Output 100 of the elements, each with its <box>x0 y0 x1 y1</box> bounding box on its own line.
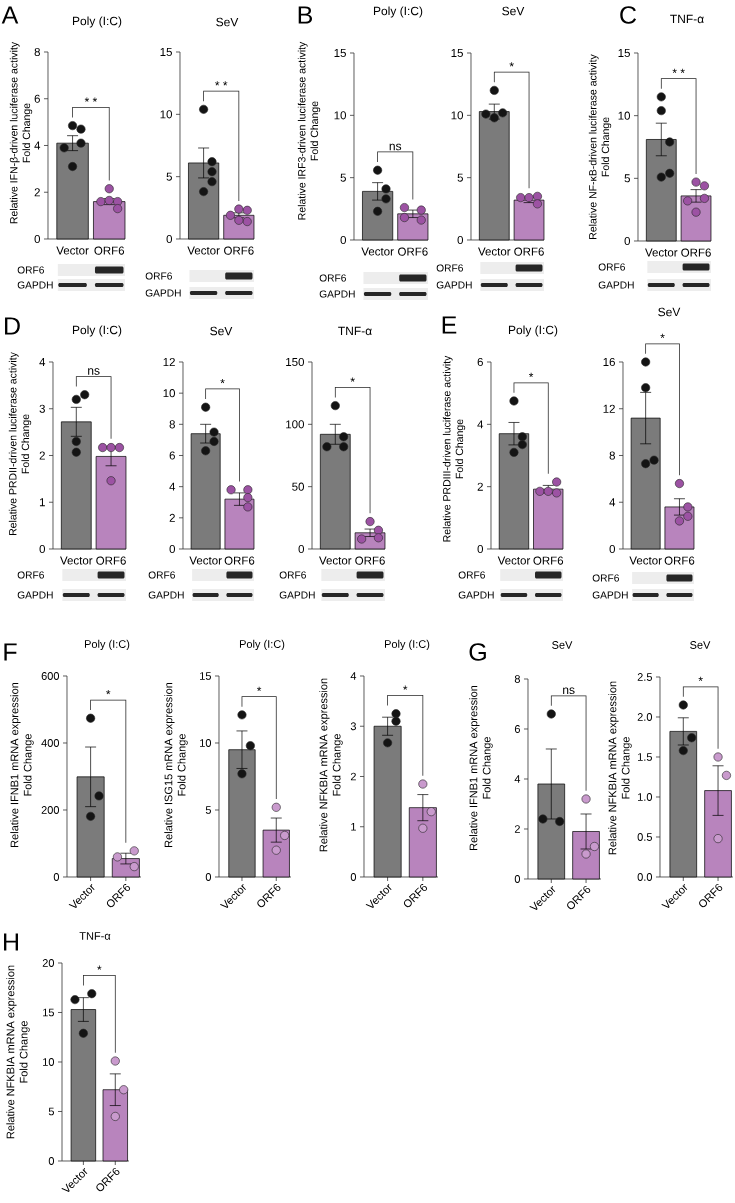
x-tick-label: ORF6 <box>94 246 125 255</box>
text: ORF6 <box>598 263 625 271</box>
x-tick-label: Vector <box>478 247 511 256</box>
x-tick-label: ORF6 <box>664 556 695 565</box>
y-tick-label: 6 <box>477 357 483 367</box>
y-tick-label: 5 <box>340 173 346 182</box>
y-tick-label: 10 <box>160 110 173 119</box>
y-tick-label: 1.5 <box>638 753 652 761</box>
y-tick-label: 15 <box>43 1008 54 1017</box>
text: ORF6 <box>145 272 172 280</box>
y-tick-label: 12 <box>603 404 615 413</box>
x-tick-label: Vector <box>187 246 220 255</box>
annotation: * <box>350 377 355 382</box>
text: GAPDH <box>436 281 472 289</box>
x-tick-label: ORF6 <box>681 248 711 257</box>
text: E <box>442 316 457 334</box>
y-tick-label: 2.0 <box>637 713 653 721</box>
y-tick-label: 4 <box>39 358 46 366</box>
y-tick-label: 1 <box>39 498 45 507</box>
y-axis-title: Relative IRF3-driven luciferase activity Fold Change <box>297 41 321 220</box>
y-tick-label: 0 <box>624 236 631 246</box>
y-tick-label: 2 <box>39 451 45 460</box>
text: ORF6 <box>279 571 306 579</box>
x-tick-label: ORF6 <box>355 556 385 565</box>
chart-title: Poly (I:C) <box>239 639 285 651</box>
annotation: * <box>509 62 514 67</box>
y-tick-label: 2 <box>34 188 40 197</box>
text: ORF6 <box>458 571 485 579</box>
y-tick-label: 15 <box>160 47 172 57</box>
text: D <box>5 317 20 335</box>
text: ORF6 <box>592 574 619 582</box>
y-tick-label: 10 <box>163 389 176 398</box>
y-tick-label: 10 <box>618 111 631 120</box>
annotation: ns <box>88 368 100 375</box>
chart-title: SeV <box>502 6 525 16</box>
y-tick-label: 6 <box>34 94 40 103</box>
y-tick-label: 400 <box>41 739 60 747</box>
chart-title: SeV <box>690 641 711 649</box>
annotation: ns <box>389 143 402 151</box>
text: A <box>1 6 19 24</box>
chart-title: Poly (I:C) <box>84 639 130 651</box>
y-tick-label: 15 <box>334 48 346 58</box>
chart-title: Poly (I:C) <box>384 639 430 651</box>
chart-title: SeV <box>658 307 681 317</box>
x-tick-label: Vector <box>361 247 394 256</box>
y-tick-label: 150 <box>286 357 305 367</box>
annotation: * * <box>215 81 228 86</box>
y-tick-label: 20 <box>42 959 55 967</box>
y-axis-title: Relative NFKBIA mRNA expression Fold Change <box>319 678 343 852</box>
y-tick-label: 5 <box>457 173 463 182</box>
y-tick-label: 6 <box>169 451 175 460</box>
y-tick-label: 0 <box>609 544 616 554</box>
y-tick-label: 0 <box>350 873 357 881</box>
annotation: * * <box>84 97 98 102</box>
y-tick-label: 2 <box>350 772 356 781</box>
y-axis-title: Relative ISG15 mRNA expression Fold Change <box>164 682 188 847</box>
y-axis-title: Relative NFKBIA mRNA expression Fold Change <box>6 965 30 1139</box>
y-tick-label: 6 <box>514 725 520 733</box>
y-tick-label: 4 <box>169 482 176 491</box>
y-tick-label: 5 <box>205 806 211 814</box>
annotation: * <box>106 690 111 695</box>
text: F <box>4 643 17 661</box>
y-tick-label: 200 <box>41 806 60 814</box>
y-tick-label: 0.0 <box>637 873 653 881</box>
text: ORF6 <box>436 264 463 272</box>
x-tick-label: ORF6 <box>398 247 428 256</box>
x-tick-label: ORF6 <box>224 246 254 255</box>
chart-title: Poly (I:C) <box>72 325 122 337</box>
y-tick-label: 600 <box>41 672 60 680</box>
x-tick-label: ORF6 <box>96 556 126 565</box>
y-tick-label: 15 <box>200 672 211 680</box>
x-tick-label: Vector <box>645 248 678 257</box>
y-axis-title: Relative IFNB1 mRNA expression Fold Change <box>10 682 34 847</box>
chart-title: SeV <box>210 326 233 336</box>
y-axis-title: Relative NFKBIA mRNA expression Fold Change <box>608 681 632 855</box>
text: GAPDH <box>458 591 494 599</box>
text: GAPDH <box>17 591 53 599</box>
annotation: * * <box>672 68 685 73</box>
text: * <box>660 333 665 339</box>
y-tick-label: 5 <box>166 172 172 181</box>
chart-title: SeV <box>216 17 239 27</box>
y-tick-label: 0 <box>477 544 484 554</box>
x-tick-label: ORF6 <box>533 556 564 565</box>
y-tick-label: 0 <box>514 875 521 883</box>
y-axis-title: Relative IFNB1 mRNA expression Fold Change <box>469 685 493 850</box>
y-tick-label: 2 <box>514 825 520 833</box>
annotation: * <box>403 685 408 690</box>
y-tick-label: 8 <box>609 451 615 460</box>
y-tick-label: 0 <box>39 544 46 554</box>
y-tick-label: 15 <box>451 48 463 58</box>
chart-title: Poly (I:C) <box>508 325 558 337</box>
y-tick-label: 16 <box>603 357 615 367</box>
x-tick-label: Vector <box>497 556 531 565</box>
annotation: * <box>220 379 225 384</box>
x-tick-label: Vector <box>60 556 93 565</box>
annotation: * <box>528 372 534 378</box>
x-tick-label: Vector <box>319 556 352 565</box>
text: ORF6 <box>17 571 44 579</box>
y-tick-label: 0 <box>457 235 464 245</box>
y-tick-label: 50 <box>292 482 305 491</box>
